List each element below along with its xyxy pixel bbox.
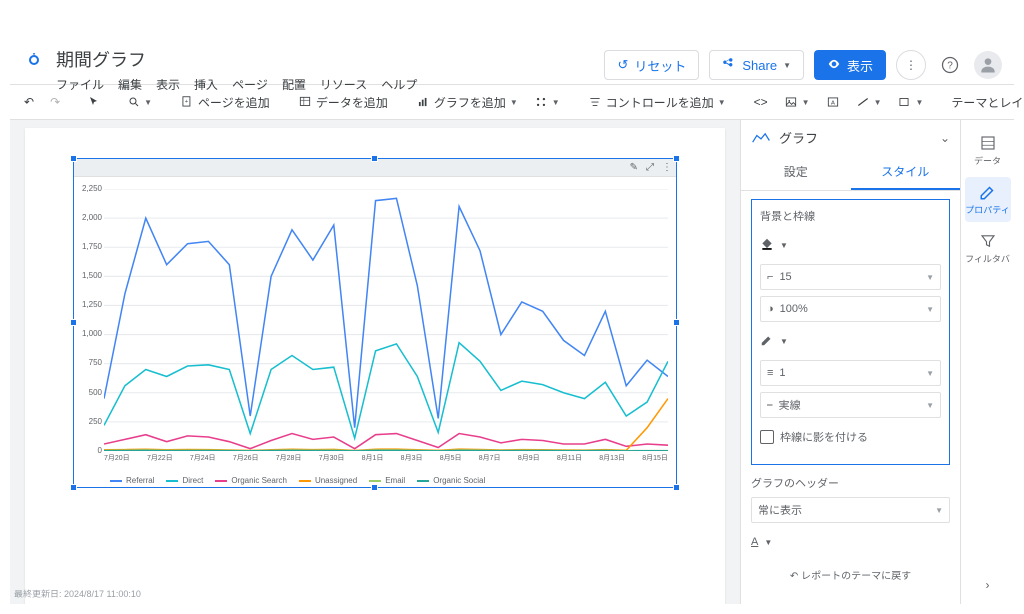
undo-button[interactable]: ↶ <box>18 91 40 113</box>
app-logo <box>22 52 46 76</box>
opacity-value: 100% <box>780 303 920 315</box>
resize-handle[interactable] <box>673 155 680 162</box>
share-label: Share <box>742 58 777 73</box>
rail-properties-label: プロパティ <box>965 203 1009 216</box>
rail-properties[interactable]: プロパティ <box>965 177 1011 222</box>
add-control-label: コントロールを追加 <box>606 94 714 111</box>
help-button[interactable]: ? <box>936 51 964 79</box>
reset-button[interactable]: ↺ リセット <box>604 50 699 80</box>
chart-legend: ReferralDirectOrganic SearchUnassignedEm… <box>110 476 668 485</box>
svg-text:?: ? <box>947 60 953 71</box>
doc-title[interactable]: 期間グラフ <box>56 44 604 74</box>
rail-filter[interactable]: フィルタバ <box>965 226 1011 271</box>
border-color-control[interactable]: ▼ <box>760 328 941 354</box>
reset-theme-label: レポートのテーマに戻す <box>801 571 911 582</box>
header-section-title: グラフのヘッダー <box>751 475 950 491</box>
line-style-icon: ⎯ <box>767 399 773 412</box>
x-axis-labels: 7月20日7月22日7月24日7月26日7月28日7月30日8月1日8月3日8月… <box>104 453 668 463</box>
undo-icon: ↶ <box>790 571 798 582</box>
text-button[interactable]: A <box>820 91 846 113</box>
reset-theme-button[interactable]: ↶ レポートのテーマに戻す <box>751 567 950 582</box>
weight-value: 1 <box>779 367 920 379</box>
paint-bucket-icon <box>760 237 774 254</box>
user-avatar[interactable] <box>974 51 1002 79</box>
more-button[interactable]: ⋮ <box>896 50 926 80</box>
add-chart-button[interactable]: グラフを追加▼ <box>410 90 524 115</box>
tab-setup[interactable]: 設定 <box>741 155 851 190</box>
radius-icon: ⌐ <box>767 271 773 283</box>
header-mode-control[interactable]: 常に表示▼ <box>751 497 950 523</box>
y-axis-labels: 02505007501,0001,2501,5001,7502,0002,250 <box>76 189 102 451</box>
add-chart-label: グラフを追加 <box>434 94 506 111</box>
tab-style[interactable]: スタイル <box>851 155 961 190</box>
pencil-icon[interactable]: ✎ <box>630 162 638 173</box>
svg-text:+: + <box>185 99 189 105</box>
chevron-down-icon: ▼ <box>783 61 791 70</box>
view-label: 表示 <box>847 56 873 75</box>
border-radius-control[interactable]: ⌐15▼ <box>760 264 941 290</box>
zoom-tool[interactable]: ▼ <box>122 92 158 112</box>
pen-icon <box>760 333 774 350</box>
opacity-icon: ◑ <box>767 303 774 315</box>
rail-data-label: データ <box>974 154 1001 167</box>
add-page-label: ページを追加 <box>198 94 270 111</box>
add-page-button[interactable]: + ページを追加 <box>174 90 276 115</box>
report-page: ✎ ⤢ ⋮ 02505007501,0001,2501,5001,7502,00… <box>25 128 725 604</box>
share-icon <box>722 57 736 74</box>
resize-handle[interactable] <box>70 155 77 162</box>
opacity-control[interactable]: ◑100%▼ <box>760 296 941 322</box>
right-rail: データ プロパティ フィルタバ › <box>960 120 1014 604</box>
export-icon[interactable]: ⤢ <box>646 162 654 173</box>
header-mode-value: 常に表示 <box>758 502 929 518</box>
rail-expand[interactable]: › <box>986 578 990 592</box>
add-data-button[interactable]: データを追加 <box>292 90 394 115</box>
svg-text:A: A <box>831 100 835 106</box>
theme-layout-label: テーマとレイアウト <box>951 94 1024 111</box>
eye-icon <box>827 57 841 74</box>
properties-panel: グラフ ⌄ 設定 スタイル 背景と枠線 ▼ ⌐15▼ ◑100%▼ ▼ ≡1▼ … <box>740 120 960 604</box>
chart-widget[interactable]: ✎ ⤢ ⋮ 02505007501,0001,2501,5001,7502,00… <box>73 158 677 488</box>
rail-filter-label: フィルタバ <box>965 252 1010 265</box>
bg-border-section: 背景と枠線 ▼ ⌐15▼ ◑100%▼ ▼ ≡1▼ ⎯実線▼ 枠線に影を付ける <box>751 199 950 465</box>
reset-label: リセット <box>634 56 686 75</box>
share-button[interactable]: Share ▼ <box>709 50 804 80</box>
theme-layout-button[interactable]: テーマとレイアウト <box>945 90 1024 115</box>
fill-color-control[interactable]: ▼ <box>760 232 941 258</box>
embed-button[interactable]: <> <box>748 91 774 113</box>
shape-button[interactable]: ▼ <box>891 91 929 113</box>
menu-edit[interactable]: 編集 <box>118 76 142 93</box>
chart-plot: 02505007501,0001,2501,5001,7502,0002,250… <box>104 189 668 451</box>
panel-title: グラフ <box>779 128 932 147</box>
shadow-checkbox[interactable]: 枠線に影を付ける <box>760 424 941 450</box>
style-value: 実線 <box>779 397 921 413</box>
community-viz-button[interactable]: ▼ <box>528 91 566 113</box>
border-style-control[interactable]: ⎯実線▼ <box>760 392 941 418</box>
rail-data[interactable]: データ <box>965 128 1011 173</box>
select-tool[interactable] <box>82 92 106 112</box>
resize-handle[interactable] <box>371 155 378 162</box>
add-data-label: データを追加 <box>316 94 388 111</box>
radius-value: 15 <box>779 271 920 283</box>
last-updated: 最終更新日: 2024/8/17 11:00:10 <box>14 587 141 600</box>
redo-button[interactable]: ↷ <box>44 91 66 113</box>
border-weight-control[interactable]: ≡1▼ <box>760 360 941 386</box>
line-chart-icon <box>751 131 771 145</box>
shadow-label: 枠線に影を付ける <box>780 429 868 445</box>
kebab-icon[interactable]: ⋮ <box>662 162 672 173</box>
image-button[interactable]: ▼ <box>778 91 816 113</box>
chevron-down-icon[interactable]: ⌄ <box>940 131 950 145</box>
app-header: 期間グラフ ファイル 編集 表示 挿入 ページ 配置 リソース ヘルプ ↺ リセ… <box>10 40 1014 84</box>
text-color-icon: A <box>751 536 758 548</box>
reset-icon: ↺ <box>617 57 628 73</box>
view-button[interactable]: 表示 <box>814 50 886 80</box>
line-button[interactable]: ▼ <box>850 91 888 113</box>
add-control-button[interactable]: コントロールを追加▼ <box>582 90 732 115</box>
weight-icon: ≡ <box>767 367 773 379</box>
section-title: 背景と枠線 <box>760 208 941 224</box>
canvas[interactable]: ✎ ⤢ ⋮ 02505007501,0001,2501,5001,7502,00… <box>10 120 740 604</box>
header-text-color-control[interactable]: A▼ <box>751 529 950 555</box>
